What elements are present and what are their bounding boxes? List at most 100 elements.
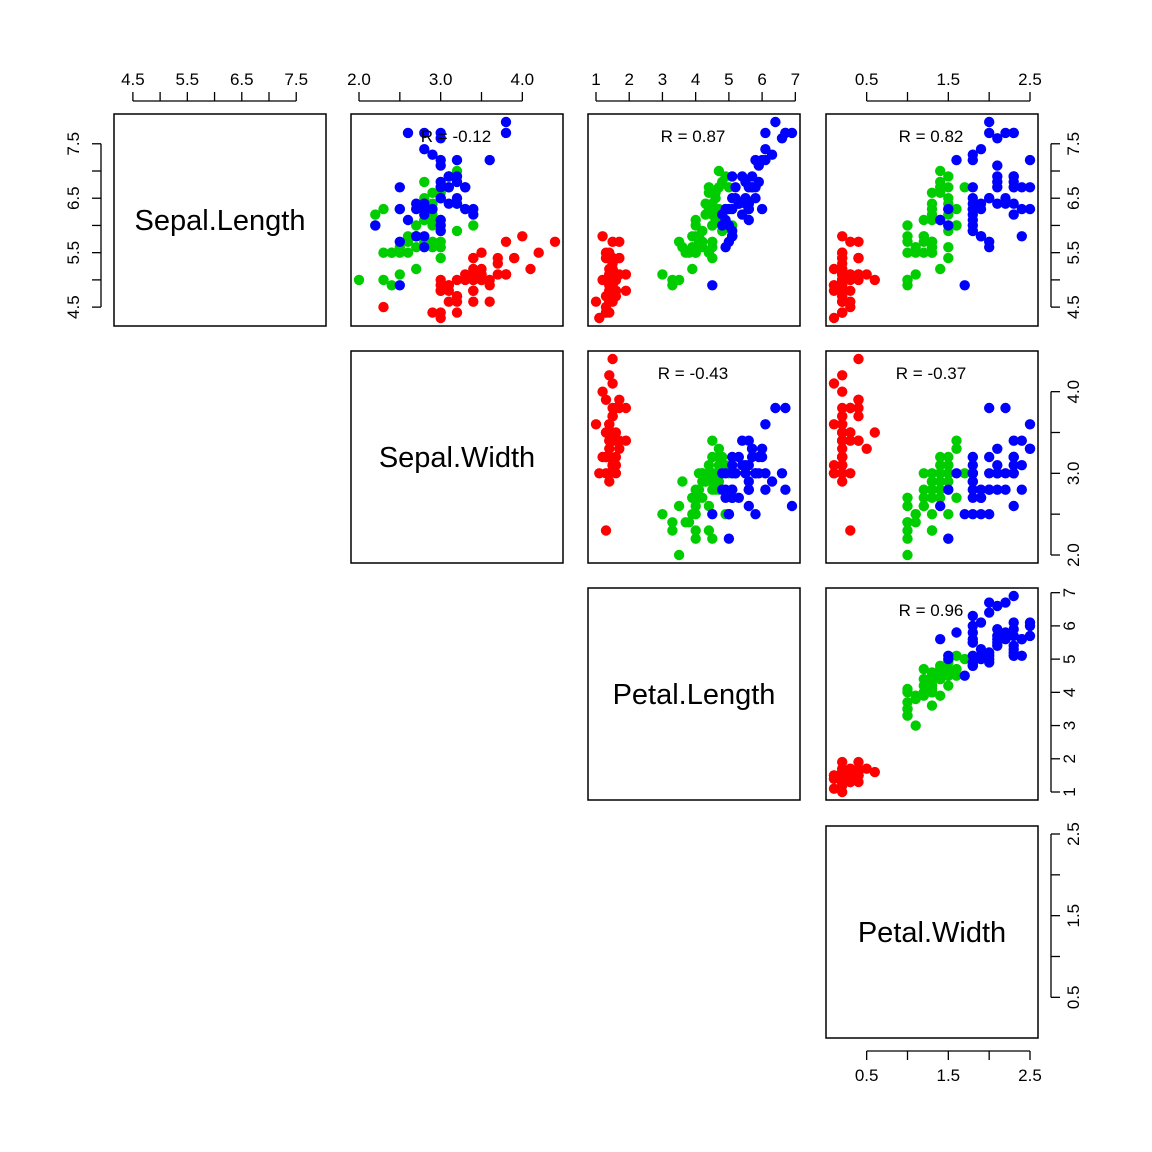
data-point bbox=[673, 236, 685, 247]
data-point bbox=[837, 274, 848, 286]
panel-frame-0-3 bbox=[825, 113, 1039, 327]
data-point bbox=[992, 443, 1003, 454]
data-point bbox=[690, 525, 701, 536]
data-point bbox=[776, 468, 788, 479]
data-point bbox=[975, 492, 987, 503]
data-point bbox=[443, 171, 454, 182]
data-point bbox=[402, 214, 414, 226]
data-point bbox=[443, 198, 454, 209]
data-point bbox=[427, 307, 438, 318]
data-point bbox=[500, 127, 512, 139]
data-point bbox=[727, 492, 738, 503]
tick-label: 2.0 bbox=[347, 70, 371, 89]
data-point bbox=[740, 198, 751, 209]
data-point bbox=[837, 247, 848, 258]
data-point bbox=[828, 312, 840, 324]
data-point bbox=[943, 451, 954, 463]
panel-frame-2-2 bbox=[587, 587, 801, 801]
data-point bbox=[943, 533, 954, 544]
data-point bbox=[992, 171, 1003, 182]
data-point bbox=[984, 484, 995, 495]
data-point bbox=[1000, 634, 1011, 645]
correlation-label: R = 0.82 bbox=[899, 127, 964, 146]
data-point bbox=[1008, 640, 1019, 651]
data-point bbox=[443, 280, 454, 291]
data-point bbox=[943, 242, 954, 253]
data-point bbox=[476, 274, 487, 286]
data-point bbox=[727, 171, 738, 182]
data-point bbox=[992, 600, 1003, 612]
data-point bbox=[967, 468, 978, 479]
data-point bbox=[837, 231, 848, 242]
data-point bbox=[984, 451, 995, 463]
data-point bbox=[984, 597, 995, 608]
data-point bbox=[943, 203, 954, 215]
data-point bbox=[845, 773, 856, 784]
data-point bbox=[1016, 203, 1027, 215]
tick-label: 7 bbox=[1060, 588, 1079, 597]
data-point bbox=[737, 171, 748, 182]
data-point bbox=[780, 402, 791, 414]
data-point bbox=[600, 394, 612, 405]
data-point bbox=[411, 220, 422, 231]
data-point bbox=[1008, 435, 1019, 446]
variable-name-sepal-length: Sepal.Length bbox=[135, 205, 306, 237]
data-point bbox=[935, 484, 946, 495]
data-point bbox=[468, 220, 479, 231]
data-point bbox=[959, 653, 970, 665]
data-point bbox=[1008, 460, 1019, 471]
data-point bbox=[451, 176, 463, 188]
data-point bbox=[419, 203, 430, 215]
data-point bbox=[861, 443, 872, 454]
tick-label: 0.5 bbox=[1064, 986, 1083, 1010]
data-point bbox=[667, 517, 678, 528]
data-point bbox=[760, 144, 771, 155]
data-point bbox=[926, 525, 938, 536]
data-point bbox=[967, 451, 978, 463]
data-point bbox=[943, 171, 954, 182]
data-point bbox=[760, 419, 771, 430]
data-point bbox=[713, 182, 725, 193]
data-point bbox=[853, 353, 864, 365]
data-point bbox=[600, 307, 612, 318]
data-point bbox=[746, 443, 758, 454]
data-point bbox=[959, 280, 970, 291]
data-point bbox=[690, 500, 701, 512]
data-point bbox=[1008, 500, 1019, 512]
data-point bbox=[435, 225, 446, 237]
data-point bbox=[727, 225, 738, 237]
data-point bbox=[707, 509, 718, 520]
data-point bbox=[411, 203, 422, 215]
tick-label: 7.5 bbox=[284, 70, 308, 89]
data-point bbox=[992, 640, 1003, 651]
data-point bbox=[845, 285, 856, 296]
data-point bbox=[902, 247, 913, 258]
data-point bbox=[760, 484, 771, 495]
panel-frame-2-3 bbox=[825, 587, 1039, 801]
data-point bbox=[918, 236, 929, 247]
data-point bbox=[1024, 203, 1036, 215]
data-point bbox=[394, 269, 405, 280]
data-point bbox=[746, 182, 758, 193]
data-point bbox=[750, 509, 761, 520]
data-point bbox=[1024, 182, 1036, 193]
data-point bbox=[975, 509, 987, 520]
data-point bbox=[717, 468, 728, 479]
data-point bbox=[935, 667, 946, 678]
data-point bbox=[590, 296, 602, 307]
data-point bbox=[1008, 182, 1019, 193]
data-point bbox=[959, 182, 970, 193]
variable-name-petal-width: Petal.Width bbox=[858, 917, 1006, 949]
tick-label: 2 bbox=[1060, 754, 1079, 763]
tick-label: 4.5 bbox=[64, 295, 83, 319]
data-point bbox=[435, 274, 446, 286]
data-point bbox=[837, 411, 848, 422]
data-point bbox=[753, 451, 764, 463]
data-point bbox=[1000, 597, 1011, 608]
data-point bbox=[604, 296, 615, 307]
data-point bbox=[727, 484, 738, 495]
data-point bbox=[910, 517, 921, 528]
data-point bbox=[394, 182, 405, 193]
data-point bbox=[910, 693, 921, 705]
data-point bbox=[386, 247, 397, 258]
